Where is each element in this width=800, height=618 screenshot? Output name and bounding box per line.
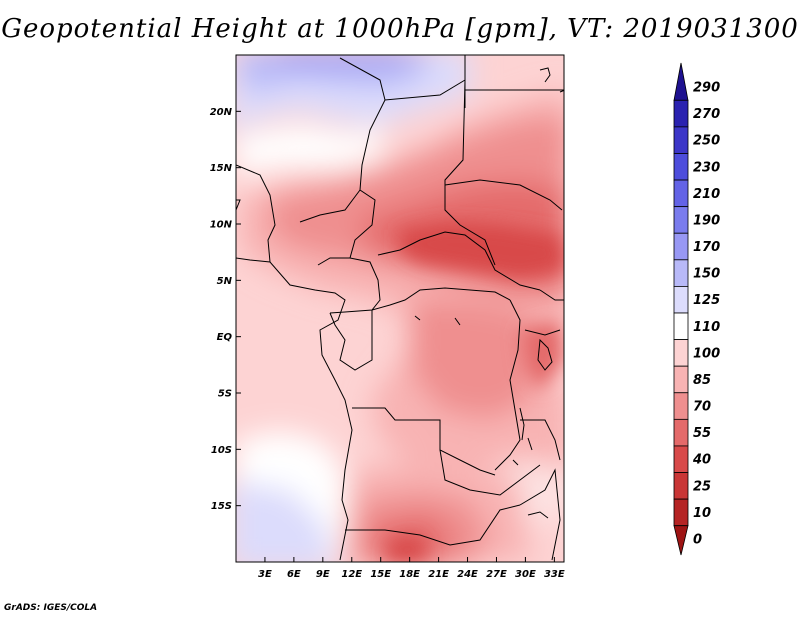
colorbar-swatch xyxy=(673,62,689,101)
field-region-55-70-lake xyxy=(520,320,564,390)
y-tick-label: 5S xyxy=(218,389,232,400)
field-region-blue-peak xyxy=(276,55,407,66)
colorbar-swatch xyxy=(673,365,689,394)
lake-outlines xyxy=(414,315,553,519)
colorbar-label: 125 xyxy=(693,293,720,308)
x-tick-label: 33E xyxy=(544,569,565,580)
y-tick-label: 10N xyxy=(210,220,233,231)
border-chad-sudan xyxy=(444,79,496,266)
colorbar-label: 40 xyxy=(692,453,711,468)
y-axis: 20N 15N 10N 5N EQ 5S 10S 15S xyxy=(210,107,241,512)
x-tick-label: 9E xyxy=(316,569,330,580)
border-car-south xyxy=(377,231,541,291)
border-congo xyxy=(371,287,511,311)
colorbar-swatch xyxy=(673,206,689,234)
colorbar-swatch xyxy=(673,126,689,154)
field-region-40-55-east xyxy=(400,222,564,278)
colorbar-swatch xyxy=(673,472,689,500)
border-angola-namibia xyxy=(345,504,521,546)
y-tick-label: EQ xyxy=(217,332,233,343)
colorbar-swatch xyxy=(673,312,689,340)
colorbar-label: 250 xyxy=(693,134,720,149)
plot-frame xyxy=(235,54,565,563)
colorbar-label: 290 xyxy=(693,81,720,96)
colorbar-label: 70 xyxy=(693,400,711,415)
coastline-west xyxy=(236,199,353,561)
x-tick-label: 12E xyxy=(341,569,362,580)
colorbar-label: 10 xyxy=(693,506,711,521)
border-gabon xyxy=(329,310,373,371)
colorbar-label: 230 xyxy=(693,160,720,175)
border-west-africa xyxy=(236,164,361,263)
colorbar-label: 190 xyxy=(693,213,720,228)
field-region-white-north xyxy=(236,120,380,175)
colorbar-swatch xyxy=(673,339,689,367)
colorbar: 2902702502302101901701501251101008570554… xyxy=(673,62,720,556)
y-tick-label: 5N xyxy=(217,276,233,287)
colorbar-swatch xyxy=(673,498,689,527)
field-plot xyxy=(236,55,564,562)
colorbar-label: 270 xyxy=(693,107,720,122)
colorbar-swatch xyxy=(673,445,689,473)
colorbar-swatch xyxy=(673,286,689,314)
y-tick-label: 20N xyxy=(210,107,233,118)
chart-title: Geopotential Height at 1000hPa [gpm], VT… xyxy=(1,14,799,44)
x-axis: 3E 6E 9E 12E 15E 18E 21E 24E 27E 30E 33E xyxy=(258,557,565,580)
colorbar-label: 0 xyxy=(693,533,702,548)
border-drc-east xyxy=(494,299,521,471)
x-tick-label: 21E xyxy=(428,569,449,580)
colorbar-label: 150 xyxy=(693,267,720,282)
colorbar-swatch xyxy=(673,153,689,181)
x-tick-label: 18E xyxy=(399,569,420,580)
x-tick-label: 24E xyxy=(457,569,478,580)
border-drc-south xyxy=(352,407,496,476)
field-region-blue-southwest xyxy=(236,481,334,562)
colorbar-label: 100 xyxy=(693,346,720,361)
border-mozambique xyxy=(519,468,561,561)
colorbar-swatch xyxy=(673,418,689,447)
colorbar-label: 25 xyxy=(693,479,711,494)
y-tick-label: 15S xyxy=(211,501,232,512)
border-libya-egypt xyxy=(464,55,564,108)
colorbar-swatch xyxy=(673,232,689,261)
x-tick-label: 15E xyxy=(370,569,391,580)
colorbar-swatch xyxy=(673,179,689,208)
colorbar-swatch xyxy=(673,259,689,287)
x-tick-label: 3E xyxy=(258,569,272,580)
y-tick-label: 15N xyxy=(210,163,233,174)
y-tick-label: 10S xyxy=(211,445,232,456)
border-zambia xyxy=(439,449,541,496)
grads-credit: GrADS: IGES/COLA xyxy=(4,603,98,613)
colorbar-label: 210 xyxy=(693,187,720,202)
colorbar-label: 55 xyxy=(693,426,711,441)
x-tick-label: 27E xyxy=(486,569,507,580)
coastline-northeast xyxy=(539,67,564,93)
colorbar-label: 110 xyxy=(693,320,720,335)
border-sudan xyxy=(444,179,563,211)
colorbar-swatch xyxy=(673,525,689,556)
border-ethiopia-kenya xyxy=(520,289,564,461)
colorbar-label: 85 xyxy=(693,373,711,388)
x-tick-label: 30E xyxy=(515,569,536,580)
country-boundaries xyxy=(236,55,564,561)
border-cameroon xyxy=(317,257,381,314)
field-region-40-55-namibia xyxy=(385,535,430,562)
x-tick-label: 6E xyxy=(287,569,301,580)
colorbar-swatch xyxy=(673,392,689,420)
border-niger-chad xyxy=(349,99,386,259)
colorbar-swatch xyxy=(673,99,689,128)
colorbar-label: 170 xyxy=(693,240,720,255)
